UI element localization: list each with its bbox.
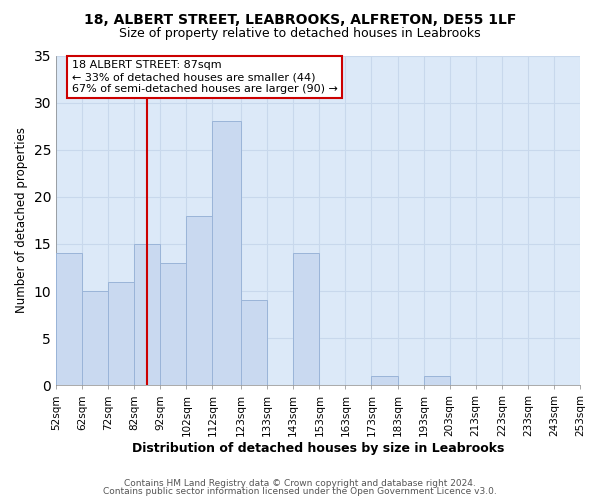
Text: Size of property relative to detached houses in Leabrooks: Size of property relative to detached ho…: [119, 28, 481, 40]
Bar: [108, 282, 134, 386]
Bar: [187, 216, 212, 386]
Bar: [293, 254, 319, 386]
Text: Contains public sector information licensed under the Open Government Licence v3: Contains public sector information licen…: [103, 487, 497, 496]
Bar: [160, 263, 187, 386]
Text: 18 ALBERT STREET: 87sqm
← 33% of detached houses are smaller (44)
67% of semi-de: 18 ALBERT STREET: 87sqm ← 33% of detache…: [72, 60, 338, 94]
Text: Contains HM Land Registry data © Crown copyright and database right 2024.: Contains HM Land Registry data © Crown c…: [124, 478, 476, 488]
Bar: [212, 122, 241, 386]
Bar: [241, 300, 267, 386]
Bar: [134, 244, 160, 386]
Bar: [371, 376, 398, 386]
Bar: [82, 291, 108, 386]
Y-axis label: Number of detached properties: Number of detached properties: [15, 128, 28, 314]
Text: 18, ALBERT STREET, LEABROOKS, ALFRETON, DE55 1LF: 18, ALBERT STREET, LEABROOKS, ALFRETON, …: [84, 12, 516, 26]
X-axis label: Distribution of detached houses by size in Leabrooks: Distribution of detached houses by size …: [132, 442, 504, 455]
Bar: [424, 376, 449, 386]
Bar: [56, 254, 82, 386]
